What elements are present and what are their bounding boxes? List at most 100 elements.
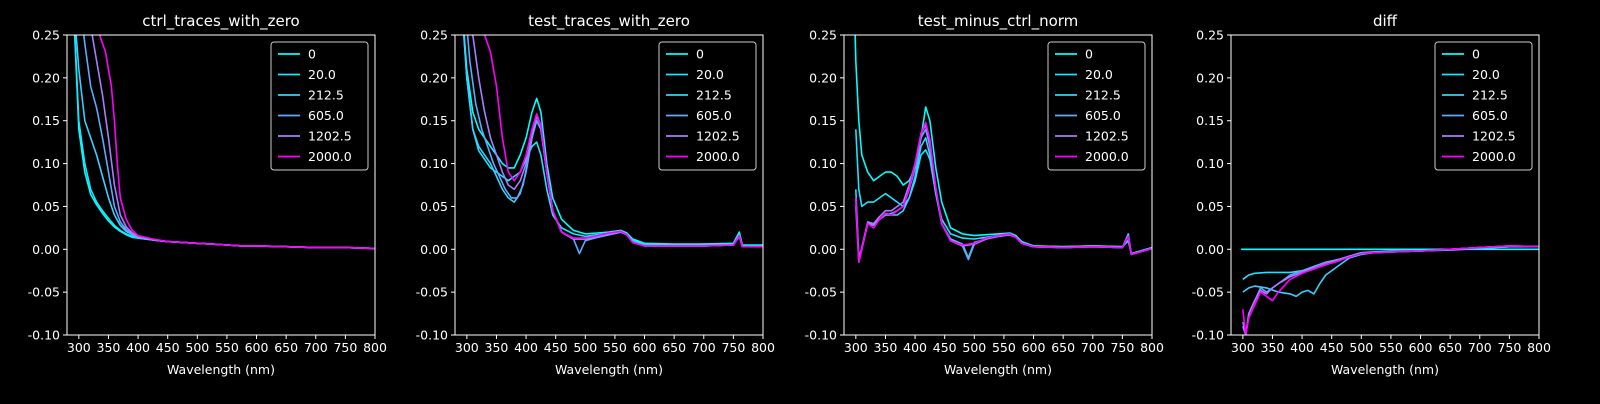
x-tick-label: 550 — [215, 340, 239, 355]
legend-label: 605.0 — [696, 108, 732, 123]
chart-title: test_minus_ctrl_norm — [918, 12, 1079, 31]
axes-frame — [66, 34, 376, 336]
series-line — [1242, 245, 1539, 335]
y-tick-label: 0.20 — [420, 70, 448, 85]
series-line — [1242, 245, 1539, 298]
legend: 0 20.0 212.5 605.0 1202.5 2000.0 — [270, 41, 369, 171]
y-tick-label: 0.25 — [809, 28, 837, 43]
x-tick-label: 700 — [1468, 340, 1492, 355]
y-tick-label: 0.00 — [809, 242, 837, 257]
y-tick-label: -0.05 — [416, 285, 448, 300]
y-tick-label: 0.10 — [1196, 156, 1224, 171]
legend-label: 0 — [696, 47, 704, 62]
x-tick-label: 600 — [1409, 340, 1433, 355]
x-tick-label: 300 — [1231, 340, 1255, 355]
y-tick-label: 0.20 — [1196, 70, 1224, 85]
legend: 0 20.0 212.5 605.0 1202.5 2000.0 — [1434, 41, 1533, 171]
x-axis-label: Wavelength (nm) — [944, 362, 1052, 377]
series-group — [1241, 245, 1539, 335]
legend-label: 1202.5 — [308, 129, 352, 144]
x-tick-label: 400 — [514, 340, 538, 355]
x-tick-label: 400 — [1290, 340, 1314, 355]
x-tick-label: 450 — [156, 340, 180, 355]
x-tick-label: 300 — [844, 340, 868, 355]
axes-frame — [1230, 34, 1540, 336]
legend-label: 0 — [1085, 47, 1093, 62]
y-tick-label: 0.25 — [420, 28, 448, 43]
axes-frame — [454, 34, 764, 336]
x-tick-label: 350 — [1261, 340, 1285, 355]
y-tick-label: -0.05 — [805, 285, 837, 300]
x-tick-label: 500 — [573, 340, 597, 355]
y-tick-label: 0.05 — [32, 199, 60, 214]
series-line — [463, 35, 763, 247]
legend-label: 1202.5 — [696, 129, 740, 144]
x-tick-label: 650 — [1438, 340, 1462, 355]
x-tick-label: 800 — [1140, 340, 1164, 355]
x-tick-label: 650 — [274, 340, 298, 355]
y-tick-label: 0.25 — [1196, 28, 1224, 43]
series-group — [854, 35, 1152, 263]
y-tick-label: 0.20 — [32, 70, 60, 85]
series-line — [855, 121, 1152, 263]
chart-title: test_traces_with_zero — [528, 12, 690, 31]
x-tick-label: 550 — [992, 340, 1016, 355]
series-line — [483, 35, 763, 248]
chart-panel: diff 300 350 400 450 500 550 600 650 700 750 800 -0.… — [1192, 12, 1551, 377]
legend-label: 605.0 — [1085, 108, 1121, 123]
legend-label: 212.5 — [696, 88, 732, 103]
legend-label: 605.0 — [308, 108, 344, 123]
series-line — [1242, 245, 1539, 335]
legend-label: 0 — [308, 47, 316, 62]
legend-label: 2000.0 — [1085, 149, 1129, 164]
x-tick-label: 700 — [1081, 340, 1105, 355]
legend-label: 605.0 — [1472, 108, 1508, 123]
y-tick-label: 0.10 — [809, 156, 837, 171]
x-tick-label: 300 — [455, 340, 479, 355]
x-tick-label: 350 — [485, 340, 509, 355]
y-tick-label: 0.15 — [1196, 113, 1224, 128]
y-tick-label: 0.10 — [420, 156, 448, 171]
series-line — [463, 35, 763, 246]
x-tick-label: 600 — [633, 340, 657, 355]
y-tick-label: 0.05 — [1196, 199, 1224, 214]
y-tick-label: -0.05 — [1192, 285, 1224, 300]
legend-label: 0 — [1472, 47, 1480, 62]
y-tick-label: -0.10 — [805, 328, 837, 343]
legend-label: 20.0 — [1085, 67, 1113, 82]
chart-panel: ctrl_traces_with_zero 300 350 400 450 500 550 6… — [28, 12, 387, 377]
x-tick-label: 300 — [67, 340, 91, 355]
x-axis-label: Wavelength (nm) — [1331, 362, 1439, 377]
y-tick-label: 0.00 — [1196, 242, 1224, 257]
y-tick-label: 0.00 — [420, 242, 448, 257]
x-tick-label: 750 — [721, 340, 745, 355]
y-tick-label: -0.10 — [416, 328, 448, 343]
x-tick-label: 450 — [544, 340, 568, 355]
y-tick-label: 0.20 — [809, 70, 837, 85]
legend-label: 20.0 — [696, 67, 724, 82]
y-tick-label: 0.15 — [420, 113, 448, 128]
chart-title: diff — [1373, 12, 1398, 30]
x-tick-label: 800 — [1527, 340, 1551, 355]
legend-label: 212.5 — [1472, 88, 1508, 103]
x-axis-label: Wavelength (nm) — [167, 362, 275, 377]
x-tick-label: 700 — [304, 340, 328, 355]
legend-label: 1202.5 — [1085, 129, 1129, 144]
y-tick-label: 0.10 — [32, 156, 60, 171]
x-tick-label: 400 — [903, 340, 927, 355]
chart-title: ctrl_traces_with_zero — [142, 12, 299, 31]
legend-label: 212.5 — [1085, 88, 1121, 103]
chart-panel: test_traces_with_zero 300 350 400 450 500 550 6… — [416, 12, 775, 377]
x-tick-label: 450 — [933, 340, 957, 355]
y-tick-label: 0.15 — [809, 113, 837, 128]
legend-label: 2000.0 — [308, 149, 352, 164]
y-tick-label: 0.15 — [32, 113, 60, 128]
x-tick-label: 400 — [126, 340, 150, 355]
legend-label: 20.0 — [308, 67, 336, 82]
legend-label: 1202.5 — [1472, 129, 1516, 144]
y-tick-label: -0.10 — [1192, 328, 1224, 343]
x-tick-label: 350 — [97, 340, 121, 355]
series-group — [463, 35, 763, 255]
x-tick-label: 750 — [1497, 340, 1521, 355]
